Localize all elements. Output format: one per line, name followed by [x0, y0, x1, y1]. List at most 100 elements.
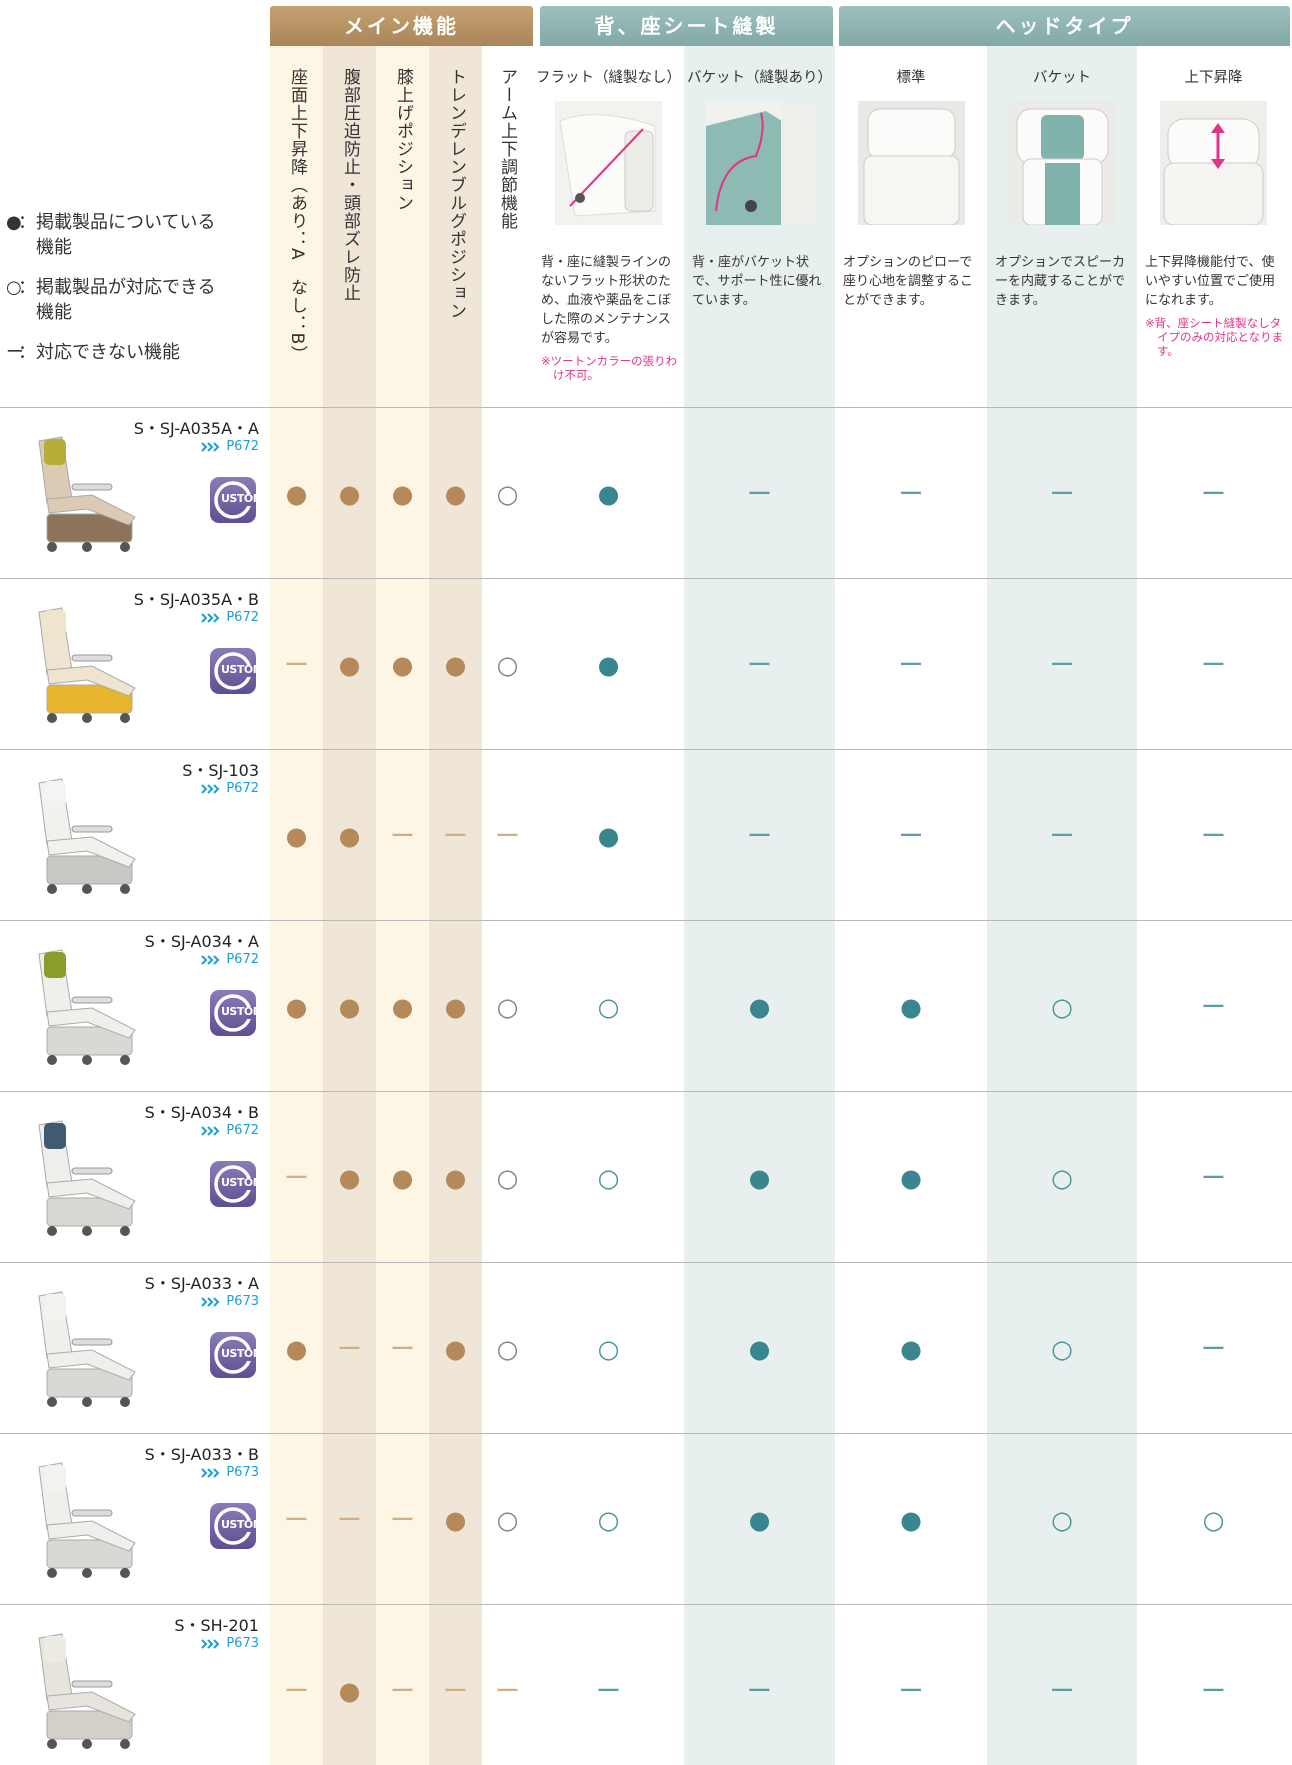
column-background: [684, 45, 835, 1765]
feature-symbol: ○: [1051, 992, 1073, 1022]
product-image: [38, 1462, 136, 1578]
page-number: P672: [226, 1123, 259, 1138]
option-column-title: バケット: [1033, 70, 1091, 86]
feature-symbol: ー: [1049, 479, 1075, 509]
feature-symbol: ●: [444, 1163, 467, 1193]
page-arrow: [201, 783, 220, 794]
option-description: 背・座に縫製ラインのないフラット形状のため、血液や薬品をこぼした際のメンテナンス…: [541, 255, 672, 346]
feature-symbol: ー: [389, 1676, 416, 1706]
feature-symbol: ●: [285, 992, 308, 1022]
option-photo-image: [857, 101, 965, 226]
feature-symbol: ●: [338, 821, 361, 851]
option-photo: [857, 101, 965, 226]
page-arrow: [201, 1125, 220, 1136]
page-arrow: [201, 954, 220, 965]
product-model: S・SJ-A033・B: [144, 1445, 259, 1464]
product-image: [38, 1120, 136, 1236]
column-background: [987, 45, 1137, 1765]
legend-symbol: ●: [6, 212, 22, 233]
feature-symbol: ー: [746, 479, 773, 509]
option-description: 上下昇降機能付で、使いやすい位置でご使用になれます。: [1145, 255, 1276, 308]
feature-symbol: ー: [283, 1505, 310, 1535]
feature-symbol: ー: [336, 1334, 363, 1364]
product-model: S・SJ-103: [182, 761, 259, 780]
feature-symbol: ●: [338, 1163, 361, 1193]
option-photo-image: [555, 101, 662, 225]
feature-symbol: ○: [597, 1505, 620, 1535]
feature-symbol: ●: [597, 479, 620, 509]
product-image: [38, 607, 136, 723]
feature-symbol: ●: [748, 992, 771, 1022]
feature-symbol: ○: [597, 992, 620, 1022]
product-model: S・SH-201: [174, 1616, 259, 1635]
product-image: [38, 949, 136, 1065]
product-image: [38, 778, 136, 894]
badge-text: USTOM: [221, 1176, 256, 1189]
feature-symbol: ー: [336, 1505, 363, 1535]
badge-ring: [214, 1507, 256, 1545]
page-reference: P672: [201, 439, 259, 454]
product-model: S・SJ-A035A・B: [133, 590, 259, 609]
product-photo: [17, 1284, 153, 1414]
custom-badge: USTOM: [210, 648, 256, 694]
page-reference: P673: [201, 1636, 259, 1651]
badge-text: USTOM: [221, 492, 256, 505]
badge-text: USTOM: [221, 1347, 256, 1360]
badge-text: USTOM: [221, 1005, 256, 1018]
feature-symbol: ○: [597, 1163, 620, 1193]
feature-symbol: ●: [444, 1505, 467, 1535]
page-number: P673: [226, 1636, 259, 1651]
product-image: [38, 1291, 136, 1407]
option-photo: [555, 101, 662, 225]
option-description: 背・座がバケット状で、サポート性に優れています。: [692, 255, 822, 308]
option-text: オプションでスピーカーを内蔵することができます。: [995, 253, 1131, 310]
feature-symbol: ●: [748, 1505, 771, 1535]
product-model: S・SJ-A033・A: [144, 1274, 259, 1293]
feature-symbol: ー: [898, 479, 924, 509]
option-text: 上下昇降機能付で、使いやすい位置でご使用になれます。 ※背、座シート縫製なしタイプ…: [1145, 253, 1284, 358]
feature-symbol: ●: [444, 1334, 467, 1364]
feature-symbol: ●: [338, 479, 361, 509]
product-photo: [17, 1455, 153, 1585]
feature-symbol: ー: [1200, 992, 1227, 1022]
feature-symbol: ー: [746, 1676, 773, 1706]
feature-symbol: ●: [391, 992, 414, 1022]
feature-symbol: ー: [898, 821, 924, 851]
feature-symbol: ●: [900, 992, 922, 1022]
option-photo-image: [1160, 101, 1267, 226]
custom-badge: USTOM: [210, 477, 256, 523]
feature-symbol: ー: [283, 1676, 310, 1706]
feature-symbol: ー: [1200, 1334, 1227, 1364]
feature-symbol: ー: [1200, 479, 1227, 509]
legend-item: ●：掲載製品についている機能: [6, 210, 226, 260]
feature-symbol: ●: [285, 1334, 308, 1364]
main-column-header: トレンデレンブルグポジション: [446, 68, 466, 320]
feature-symbol: ○: [1202, 1505, 1225, 1535]
feature-symbol: ●: [748, 1334, 771, 1364]
feature-symbol: ー: [898, 650, 924, 680]
badge-ring: [214, 481, 256, 519]
column-background: [376, 45, 429, 1765]
feature-symbol: ○: [496, 1505, 519, 1535]
feature-symbol: ー: [1200, 1163, 1227, 1193]
page-reference: P673: [201, 1465, 259, 1480]
page-arrow: [201, 612, 220, 623]
badge-text: USTOM: [221, 663, 256, 676]
feature-symbol: ー: [1049, 1676, 1075, 1706]
page-number: P673: [226, 1465, 259, 1480]
main-column-header: 膝上げポジション: [393, 68, 413, 212]
custom-badge: USTOM: [210, 1161, 256, 1207]
legend-symbol: ー: [6, 342, 24, 363]
page-number: P673: [226, 1294, 259, 1309]
feature-symbol: ー: [1200, 821, 1227, 851]
product-photo: [17, 771, 153, 901]
feature-symbol: ○: [597, 1334, 620, 1364]
feature-symbol: ー: [595, 1676, 622, 1706]
page-number: P672: [226, 610, 259, 625]
feature-symbol: ●: [391, 479, 414, 509]
option-column-title: 標準: [896, 70, 926, 86]
feature-symbol: ー: [283, 650, 310, 680]
page-reference: P672: [201, 781, 259, 796]
option-note: ※背、座シート縫製なしタイプのみの対応となります。: [1145, 316, 1284, 358]
feature-symbol: ●: [900, 1505, 922, 1535]
